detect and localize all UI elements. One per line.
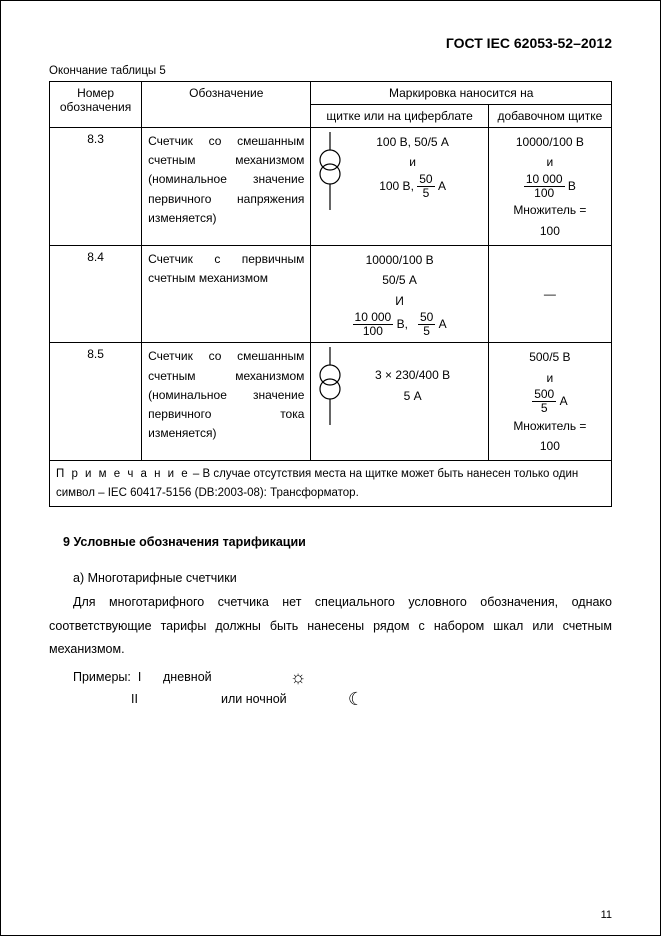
aux-mult: Множитель = — [513, 203, 586, 217]
cell-num: 8.3 — [50, 128, 142, 246]
aux-text: и — [547, 155, 554, 169]
cell-desc: Счетчик с первичным счетным механизмом — [142, 245, 311, 343]
plate-text: 10000/100 В — [366, 253, 434, 267]
table-note-row: П р и м е ч а н и е – В случае отсутстви… — [50, 461, 612, 507]
table-row: 8.3 Счетчик со смешанным счетным механиз… — [50, 128, 612, 246]
cell-plate: 100 В, 50/5 А и 100 В, 50 5 А — [311, 128, 488, 246]
document-title: ГОСТ IEC 62053-52–2012 — [49, 35, 612, 51]
th-desc: Обозначение — [142, 82, 311, 128]
transformer-icon — [317, 132, 343, 216]
cell-num: 8.5 — [50, 343, 142, 461]
fraction: 10 000 100 — [353, 311, 394, 338]
example-row: II или ночной ☾ — [73, 690, 612, 708]
fraction: 50 5 — [418, 311, 435, 338]
aux-text: 500/5 В — [529, 350, 570, 364]
unit: А — [439, 317, 447, 331]
ex-idx: II — [73, 692, 221, 706]
fraction: 50 5 — [417, 173, 434, 200]
section-heading: 9 Условные обозначения тарификации — [63, 535, 612, 549]
plate-text: 3 × 230/400 В — [375, 368, 450, 382]
cell-aux: — — [488, 245, 611, 343]
plate-text: А — [438, 179, 446, 193]
ex-text: или ночной — [221, 692, 341, 706]
examples-block: Примеры: I дневной ☼ II или ночной ☾ — [49, 668, 612, 708]
table-caption: Окончание таблицы 5 — [49, 65, 612, 77]
ex-idx: I — [138, 670, 141, 684]
plate-text: и — [409, 155, 416, 169]
plate-text: И — [395, 294, 404, 308]
paragraph: Для многотарифного счетчика нет специаль… — [49, 591, 612, 662]
section-num: 9 — [63, 535, 70, 549]
fraction: 500 5 — [532, 388, 556, 415]
aux-mult-val: 100 — [540, 439, 560, 453]
sun-icon: ☼ — [283, 668, 313, 686]
th-aux: добавочном щитке — [488, 105, 611, 128]
section-title: Условные обозначения тарификации — [73, 535, 305, 549]
plate-text: 100 В, 50/5 А — [376, 135, 449, 149]
examples-label: Примеры: — [73, 670, 131, 684]
note-label: П р и м е ч а н и е — [56, 468, 190, 480]
aux-unit: В — [568, 179, 576, 193]
cell-aux: 10000/100 В и 10 000 100 В Множитель = 1… — [488, 128, 611, 246]
example-row: Примеры: I дневной ☼ — [73, 668, 612, 686]
transformer-icon — [317, 347, 343, 431]
aux-text: 10000/100 В — [516, 135, 584, 149]
fraction: 10 000 100 — [524, 173, 565, 200]
cell-desc: Счетчик со смешанным счетным механизмом … — [142, 343, 311, 461]
cell-num: 8.4 — [50, 245, 142, 343]
aux-mult-val: 100 — [540, 224, 560, 238]
subsection-a: а) Многотарифные счетчики — [49, 567, 612, 591]
page-number: 11 — [601, 909, 612, 921]
page-container: ГОСТ IEC 62053-52–2012 Окончание таблицы… — [0, 0, 661, 936]
plate-text: 50/5 А — [382, 273, 417, 287]
plate-text: 100 В, — [379, 179, 414, 193]
table-row: 8.5 Счетчик со смешанным счетным механиз… — [50, 343, 612, 461]
th-num: Номер обозначения — [50, 82, 142, 128]
aux-text: и — [547, 371, 554, 385]
cell-desc: Счетчик со смешанным счетным механизмом … — [142, 128, 311, 246]
plate-text: 5 А — [404, 389, 422, 403]
cell-aux: 500/5 В и 500 5 А Множитель = 100 — [488, 343, 611, 461]
table-row: 8.4 Счетчик с первичным счетным механизм… — [50, 245, 612, 343]
ex-text: дневной — [163, 670, 283, 684]
cell-plate: 3 × 230/400 В 5 А — [311, 343, 488, 461]
table-note: П р и м е ч а н и е – В случае отсутстви… — [50, 461, 612, 507]
table-5: Номер обозначения Обозначение Маркировка… — [49, 81, 612, 507]
unit: В, — [397, 317, 408, 331]
aux-mult: Множитель = — [513, 419, 586, 433]
body-text: а) Многотарифные счетчики Для многотариф… — [49, 567, 612, 662]
th-plate: щитке или на циферблате — [311, 105, 488, 128]
aux-unit: А — [560, 394, 568, 408]
moon-icon: ☾ — [341, 690, 371, 708]
cell-plate: 10000/100 В 50/5 А И 10 000 100 В, 50 5 … — [311, 245, 488, 343]
th-marking-group: Маркировка наносится на — [311, 82, 612, 105]
